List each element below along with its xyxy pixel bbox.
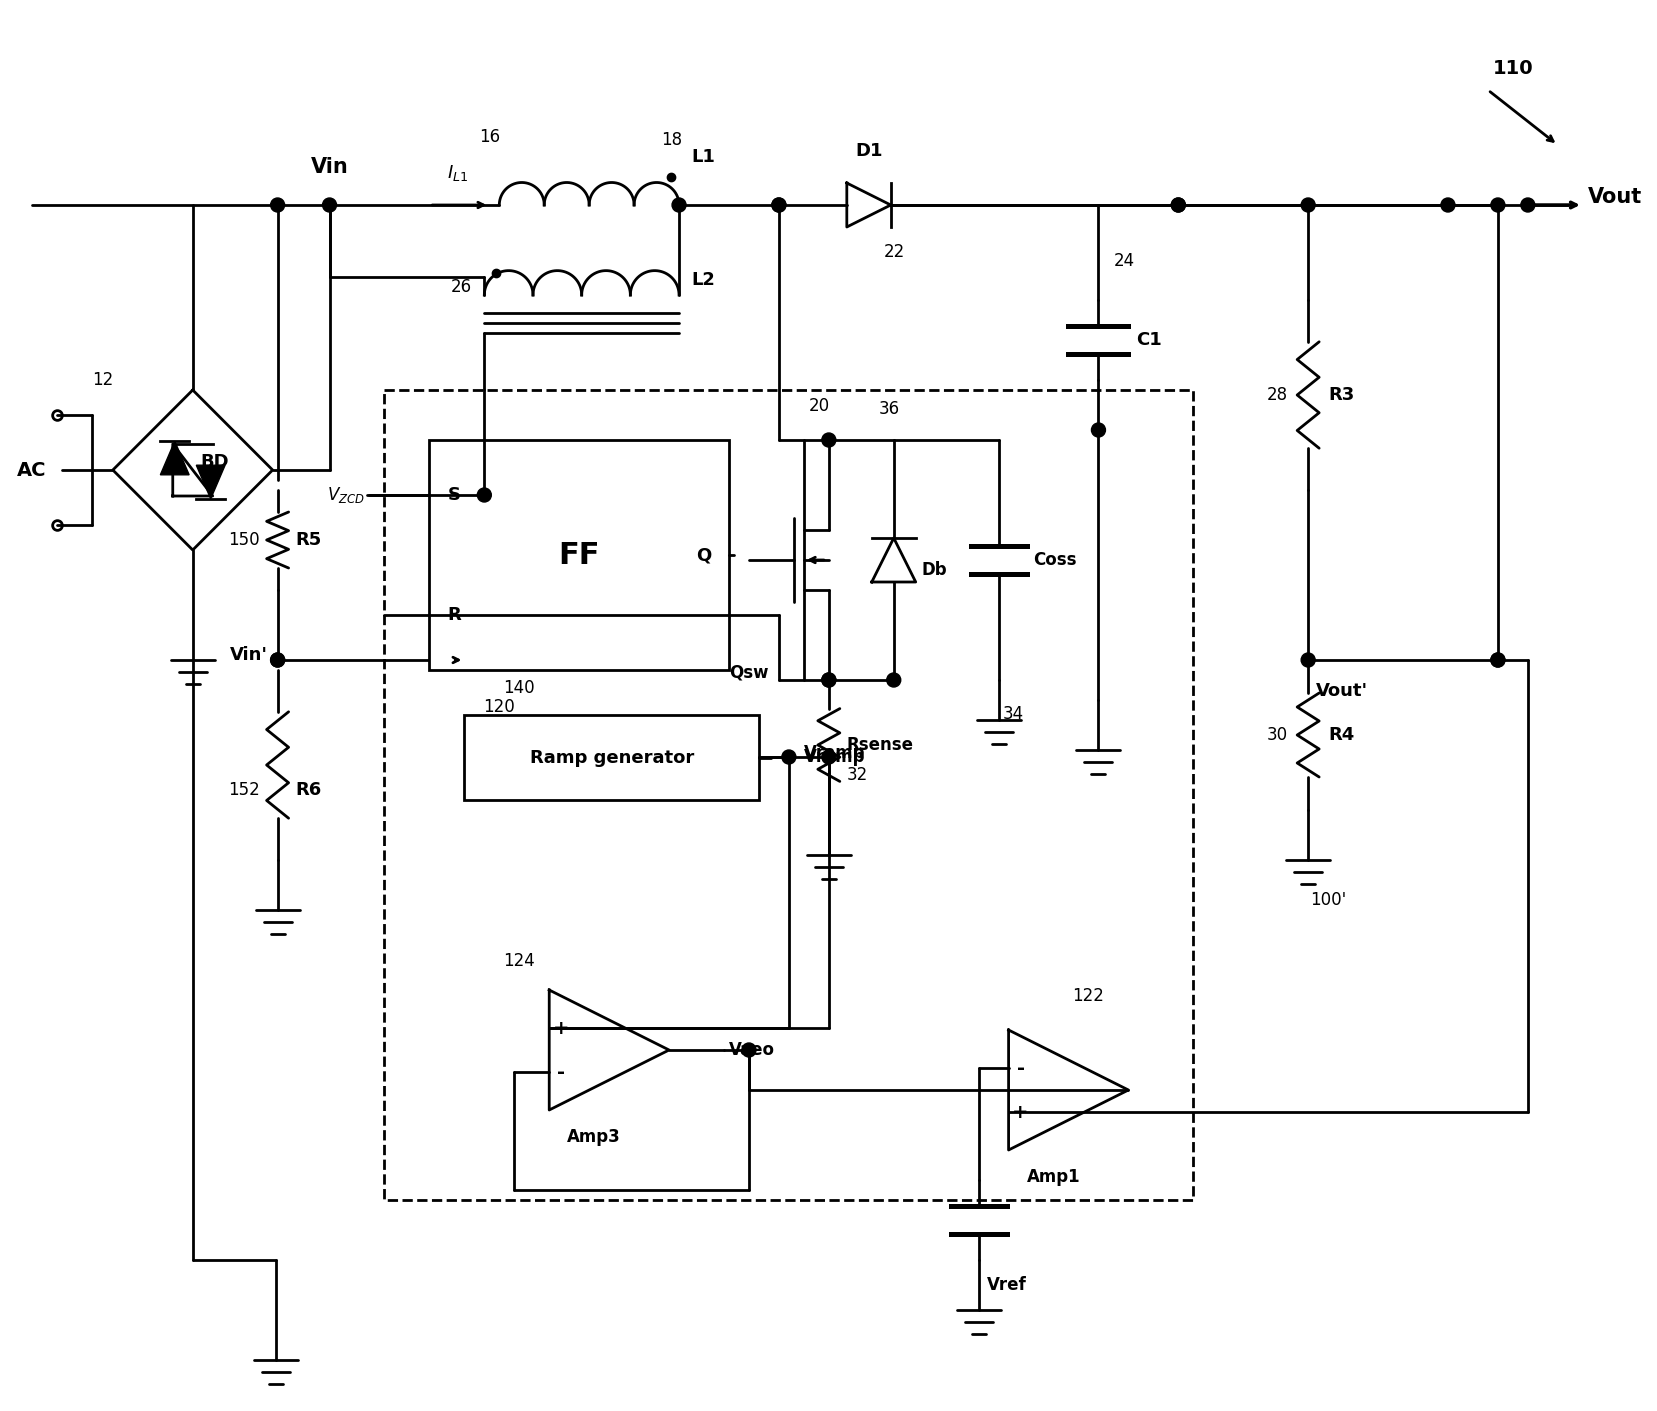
Text: 20: 20 <box>809 396 830 415</box>
Circle shape <box>822 751 835 763</box>
Circle shape <box>1491 653 1505 667</box>
Text: Vout: Vout <box>1587 188 1642 207</box>
Circle shape <box>822 673 835 687</box>
Text: 26: 26 <box>451 278 472 296</box>
Text: Db: Db <box>921 562 948 579</box>
Circle shape <box>1171 198 1185 212</box>
Text: Vout': Vout' <box>1316 682 1369 700</box>
Text: R5: R5 <box>295 531 321 549</box>
Circle shape <box>772 198 785 212</box>
Text: 152: 152 <box>229 782 260 799</box>
Text: 36: 36 <box>878 399 900 418</box>
Text: 34: 34 <box>1002 706 1024 722</box>
Text: 122: 122 <box>1072 988 1105 1005</box>
Text: $V_{ZCD}$: $V_{ZCD}$ <box>326 485 365 505</box>
Polygon shape <box>196 466 225 499</box>
Polygon shape <box>161 442 189 474</box>
Text: 110: 110 <box>1493 59 1533 78</box>
Circle shape <box>1521 198 1534 212</box>
Text: 22: 22 <box>883 243 905 261</box>
Circle shape <box>742 1043 756 1057</box>
Text: Vramp: Vramp <box>804 744 865 762</box>
Text: L1: L1 <box>691 148 714 166</box>
Text: 140: 140 <box>504 679 535 697</box>
Text: Q: Q <box>696 546 711 564</box>
Text: 24: 24 <box>1114 253 1135 270</box>
Circle shape <box>1491 653 1505 667</box>
Text: Rsense: Rsense <box>847 737 913 753</box>
Circle shape <box>270 653 285 667</box>
Circle shape <box>1301 653 1316 667</box>
Circle shape <box>1301 198 1316 212</box>
Text: C1: C1 <box>1137 332 1162 349</box>
Text: 18: 18 <box>661 131 683 150</box>
Circle shape <box>1171 198 1185 212</box>
Text: Ramp generator: Ramp generator <box>530 748 694 766</box>
Text: -: - <box>1016 1058 1024 1078</box>
Text: R: R <box>447 605 461 624</box>
Text: 30: 30 <box>1268 727 1287 744</box>
Text: R3: R3 <box>1329 387 1354 404</box>
Text: Vramp: Vramp <box>804 748 865 766</box>
Text: Qsw: Qsw <box>729 663 769 682</box>
Text: 16: 16 <box>479 128 500 145</box>
Circle shape <box>822 673 835 687</box>
Text: -: - <box>557 1062 565 1081</box>
Text: 120: 120 <box>484 698 515 715</box>
Text: Amp3: Amp3 <box>567 1127 621 1146</box>
Text: AC: AC <box>17 460 46 480</box>
Text: L2: L2 <box>691 271 714 289</box>
Text: BD: BD <box>200 453 229 471</box>
FancyBboxPatch shape <box>464 715 759 800</box>
Text: Vin': Vin' <box>230 646 268 665</box>
Text: Coss: Coss <box>1034 552 1077 569</box>
Circle shape <box>477 488 492 502</box>
Text: S: S <box>447 485 461 504</box>
Text: FF: FF <box>558 540 600 570</box>
Text: 28: 28 <box>1268 387 1287 404</box>
Circle shape <box>886 673 901 687</box>
Text: R4: R4 <box>1329 727 1354 744</box>
Text: Vin: Vin <box>310 157 348 176</box>
Text: Amp1: Amp1 <box>1027 1168 1080 1187</box>
Text: Vaeo: Vaeo <box>729 1041 775 1060</box>
Circle shape <box>782 751 795 763</box>
Circle shape <box>772 198 785 212</box>
Circle shape <box>1442 198 1455 212</box>
Circle shape <box>323 198 336 212</box>
Text: 100': 100' <box>1311 890 1345 909</box>
Circle shape <box>822 433 835 447</box>
Text: D1: D1 <box>855 143 883 159</box>
Text: 124: 124 <box>504 952 535 969</box>
Circle shape <box>270 198 285 212</box>
Circle shape <box>270 653 285 667</box>
Text: 150: 150 <box>229 531 260 549</box>
FancyBboxPatch shape <box>429 440 729 670</box>
Text: 12: 12 <box>93 371 113 389</box>
Text: +: + <box>553 1019 570 1037</box>
Text: 32: 32 <box>847 766 868 785</box>
Text: +: + <box>1012 1102 1029 1122</box>
Text: R6: R6 <box>295 782 321 799</box>
Circle shape <box>673 198 686 212</box>
Circle shape <box>1491 198 1505 212</box>
Text: Vref: Vref <box>986 1276 1026 1294</box>
Text: $I_{L1}$: $I_{L1}$ <box>447 164 467 183</box>
Circle shape <box>1092 423 1105 437</box>
